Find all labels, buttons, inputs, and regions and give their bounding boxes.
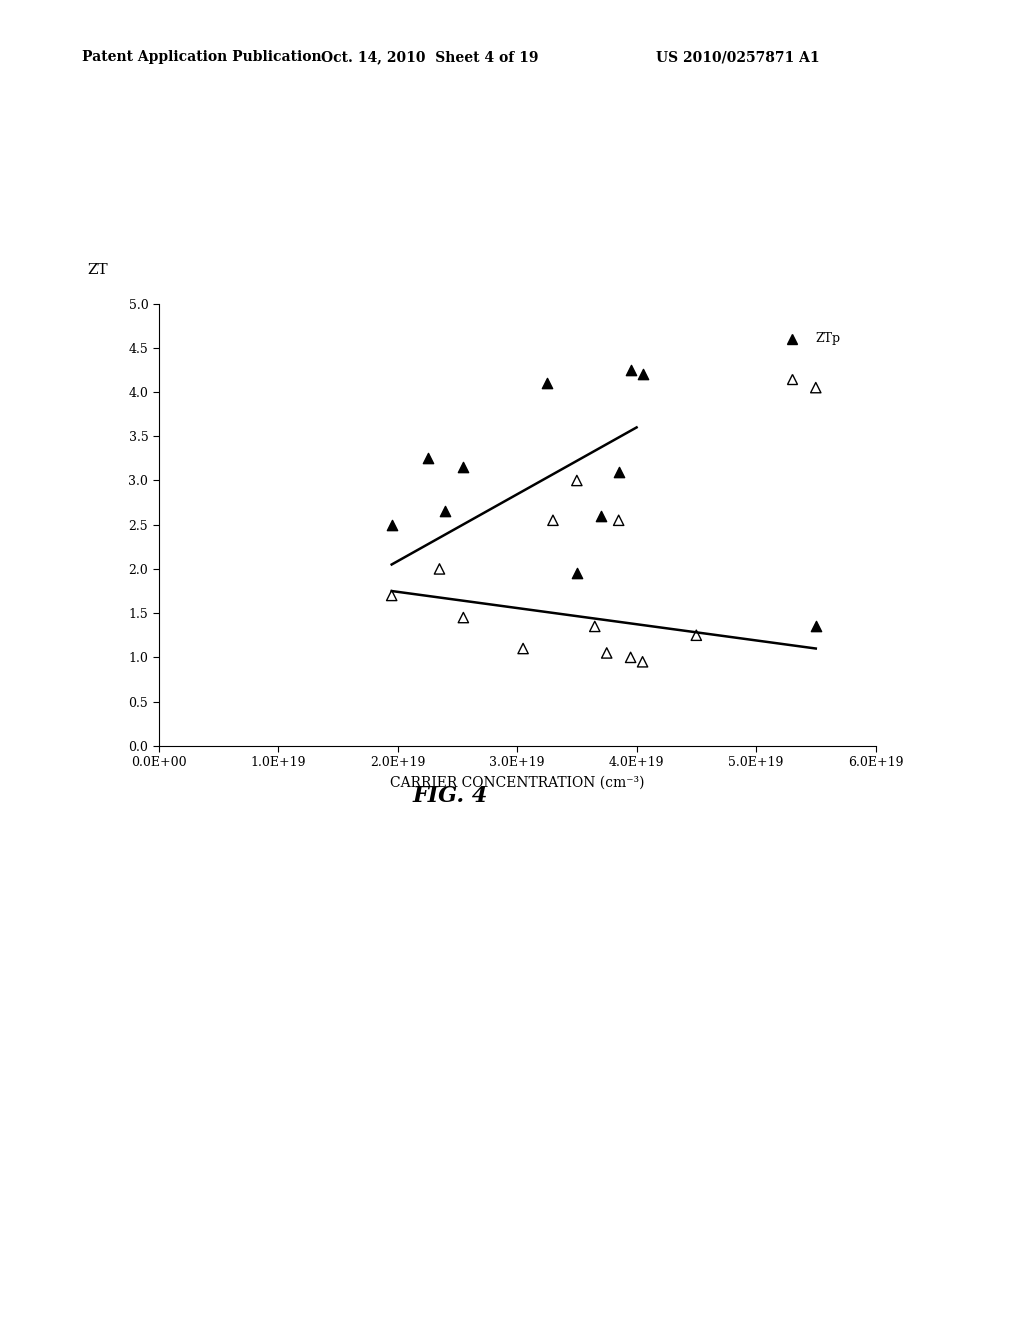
Text: US 2010/0257871 A1: US 2010/0257871 A1 <box>655 50 819 65</box>
X-axis label: CARRIER CONCENTRATION (cm⁻³): CARRIER CONCENTRATION (cm⁻³) <box>390 776 644 791</box>
Point <box>455 457 471 478</box>
Point <box>623 359 639 380</box>
Point <box>587 616 603 638</box>
Point <box>808 616 824 638</box>
Point <box>455 607 471 628</box>
Point <box>383 585 399 606</box>
Text: Patent Application Publication: Patent Application Publication <box>82 50 322 65</box>
Point <box>610 461 627 482</box>
Point <box>688 624 705 645</box>
Point <box>545 510 561 531</box>
Point <box>634 651 651 672</box>
Point <box>623 647 639 668</box>
Point <box>515 638 531 659</box>
Point <box>593 506 609 527</box>
Point <box>610 510 627 531</box>
Point <box>420 447 436 469</box>
Text: FIG. 4: FIG. 4 <box>413 785 488 808</box>
Text: ZTp: ZTp <box>816 333 841 346</box>
Point <box>437 500 454 521</box>
Point <box>808 378 824 399</box>
Point <box>539 372 555 393</box>
Text: ZT: ZT <box>87 263 108 277</box>
Text: Oct. 14, 2010  Sheet 4 of 19: Oct. 14, 2010 Sheet 4 of 19 <box>322 50 539 65</box>
Point <box>431 558 447 579</box>
Point <box>634 364 651 385</box>
Point <box>383 513 399 536</box>
Point <box>568 562 585 583</box>
Point <box>598 643 614 664</box>
Point <box>568 470 585 491</box>
